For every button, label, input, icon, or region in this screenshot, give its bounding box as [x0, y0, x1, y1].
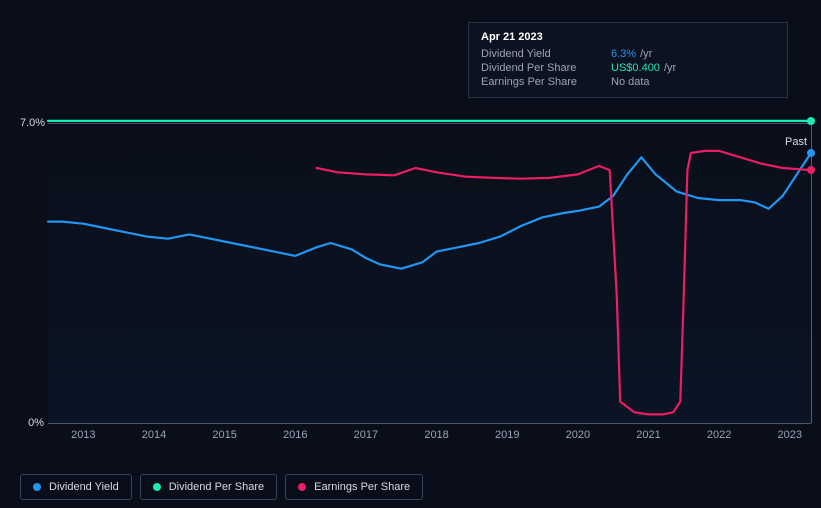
y-axis-tick-high: 7.0% — [20, 117, 44, 129]
legend-dot-icon — [153, 483, 161, 491]
tooltip-suffix: /yr — [640, 48, 652, 60]
series-end-dot — [807, 117, 815, 125]
series-line-earnings-per-share — [317, 151, 812, 415]
y-axis-tick-zero: 0% — [20, 417, 44, 429]
legend-item-dividend-yield[interactable]: Dividend Yield — [20, 474, 132, 500]
tooltip-row-earnings-per-share: Earnings Per Share No data — [481, 75, 775, 89]
legend-label: Earnings Per Share — [314, 481, 410, 493]
legend-item-earnings-per-share[interactable]: Earnings Per Share — [285, 474, 423, 500]
x-axis-tick: 2016 — [283, 429, 307, 441]
tooltip-row-dividend-per-share: Dividend Per Share US$0.400 /yr — [481, 61, 775, 75]
x-axis-tick: 2018 — [424, 429, 448, 441]
legend-dot-icon — [33, 483, 41, 491]
tooltip-value: No data — [611, 76, 650, 88]
tooltip-value: US$0.400 — [611, 62, 660, 74]
legend-label: Dividend Yield — [49, 481, 119, 493]
legend: Dividend Yield Dividend Per Share Earnin… — [20, 474, 423, 500]
legend-dot-icon — [298, 483, 306, 491]
x-axis-tick: 2017 — [354, 429, 378, 441]
x-axis-tick: 2021 — [636, 429, 660, 441]
x-axis-tick: 2014 — [142, 429, 166, 441]
x-axis-tick: 2015 — [212, 429, 236, 441]
x-axis-tick: 2023 — [778, 429, 802, 441]
chart-lines — [48, 123, 811, 423]
tooltip-label: Dividend Per Share — [481, 62, 611, 74]
x-axis-tick: 2020 — [566, 429, 590, 441]
series-end-dot — [807, 149, 815, 157]
series-end-dot — [807, 166, 815, 174]
tooltip: Apr 21 2023 Dividend Yield 6.3% /yr Divi… — [468, 22, 788, 98]
tooltip-label: Earnings Per Share — [481, 76, 611, 88]
y-grid-zero — [48, 423, 811, 424]
legend-item-dividend-per-share[interactable]: Dividend Per Share — [140, 474, 277, 500]
legend-label: Dividend Per Share — [169, 481, 264, 493]
x-axis-tick: 2013 — [71, 429, 95, 441]
tooltip-row-dividend-yield: Dividend Yield 6.3% /yr — [481, 47, 775, 61]
tooltip-date: Apr 21 2023 — [481, 31, 775, 43]
tooltip-suffix: /yr — [664, 62, 676, 74]
x-axis-tick: 2022 — [707, 429, 731, 441]
chart-area: 7.0% 0% Past 201320142015201620172018201… — [48, 10, 811, 450]
x-axis-tick: 2019 — [495, 429, 519, 441]
tooltip-value: 6.3% — [611, 48, 636, 60]
tooltip-label: Dividend Yield — [481, 48, 611, 60]
